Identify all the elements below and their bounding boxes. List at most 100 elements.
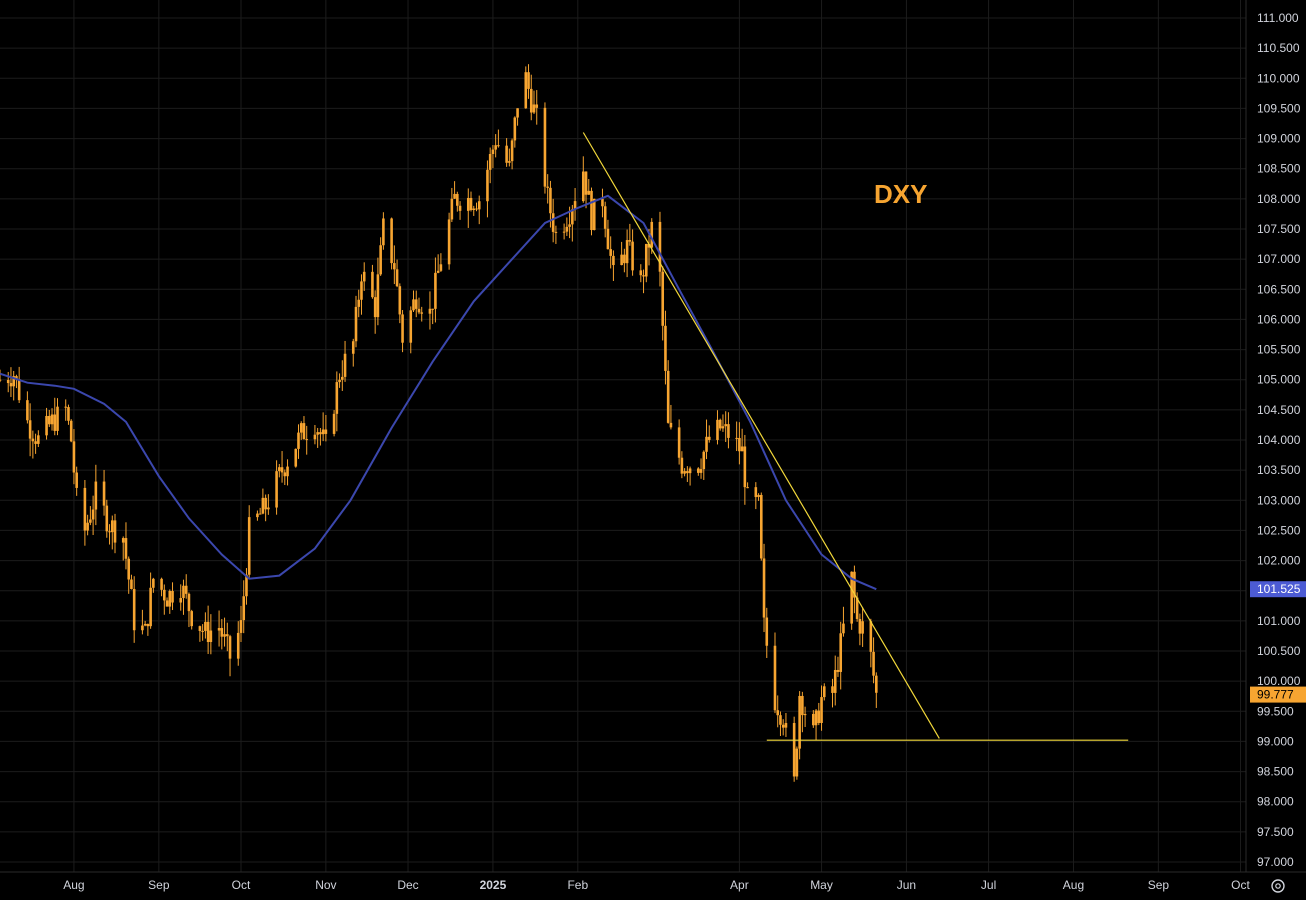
candle — [324, 414, 328, 442]
candle — [420, 306, 424, 322]
candle — [50, 408, 54, 431]
candle — [26, 391, 29, 424]
candle — [351, 338, 355, 367]
candle — [625, 229, 629, 278]
candle — [390, 217, 393, 270]
x-tick-label: 2025 — [480, 878, 507, 892]
y-tick-label: 101.000 — [1257, 614, 1301, 628]
candle — [623, 248, 626, 273]
candle — [817, 702, 821, 726]
symbol-annotation: DXY — [874, 179, 927, 209]
candle — [869, 618, 873, 668]
candle — [850, 571, 853, 630]
candle — [642, 269, 645, 294]
candle — [332, 410, 336, 437]
y-tick-label: 108.000 — [1257, 192, 1301, 206]
price-axis[interactable]: 111.000 110.500 110.000 109.500 109.000 108.5… — [1257, 11, 1301, 869]
candle — [261, 488, 265, 515]
candle — [836, 656, 840, 677]
candle — [532, 90, 536, 115]
candle — [798, 691, 801, 760]
candle — [313, 424, 317, 445]
candle — [371, 264, 374, 299]
candle — [247, 505, 251, 578]
candle — [149, 572, 152, 629]
candle — [37, 430, 40, 447]
candle — [721, 414, 725, 432]
candle — [83, 480, 87, 546]
candle — [740, 428, 744, 452]
svg-text:99.777: 99.777 — [1257, 688, 1294, 702]
candle — [141, 609, 144, 635]
candle — [182, 579, 185, 615]
candle — [875, 672, 878, 708]
y-tick-label: 98.500 — [1257, 765, 1294, 779]
candle — [428, 291, 432, 330]
candle — [781, 719, 785, 736]
candle — [56, 398, 59, 436]
candle — [417, 297, 421, 315]
y-tick-label: 105.000 — [1257, 373, 1301, 387]
candle — [190, 609, 193, 630]
candle — [450, 187, 454, 223]
candle — [45, 407, 48, 440]
candle — [773, 632, 777, 714]
candle — [688, 466, 692, 486]
settings-icon[interactable] — [1271, 879, 1285, 893]
candle — [606, 219, 610, 250]
candle — [743, 434, 747, 505]
candle — [724, 411, 727, 443]
y-tick-label: 100.000 — [1257, 674, 1301, 688]
candle — [6, 371, 10, 393]
candle — [705, 419, 708, 460]
candle — [822, 683, 826, 701]
candle — [163, 584, 166, 615]
candle — [299, 421, 303, 440]
x-tick-label: Aug — [63, 878, 84, 892]
candle — [34, 433, 37, 454]
y-tick-label: 97.000 — [1257, 855, 1294, 869]
time-axis[interactable]: Aug Sep Oct Nov Dec 2025 Feb Apr May Jun Jul Aug Sep… — [63, 878, 1250, 892]
candle — [458, 201, 462, 220]
candle — [297, 424, 300, 459]
candle — [524, 66, 528, 109]
candle — [228, 634, 232, 677]
y-tick-label: 106.000 — [1257, 312, 1301, 326]
candle — [718, 418, 722, 431]
candle — [738, 422, 741, 465]
candle — [466, 188, 470, 228]
candle — [431, 308, 434, 325]
candle — [754, 482, 758, 510]
candle — [239, 605, 243, 643]
candle — [680, 451, 684, 479]
candle — [67, 404, 70, 425]
candle — [456, 191, 459, 212]
candle — [510, 138, 514, 170]
candle — [187, 592, 191, 628]
candle — [765, 607, 769, 658]
candle — [209, 614, 213, 655]
candle — [447, 212, 451, 270]
candle — [294, 448, 298, 468]
candle — [15, 374, 18, 389]
candle — [535, 90, 539, 125]
candle — [488, 147, 492, 184]
candle — [833, 655, 837, 706]
candle — [225, 622, 229, 652]
candle — [814, 709, 818, 741]
candle — [601, 188, 604, 218]
candle — [609, 236, 612, 269]
candle — [398, 283, 402, 324]
candle — [31, 430, 35, 459]
resistance-trendline[interactable] — [582, 132, 940, 739]
candle — [393, 245, 396, 285]
candle — [762, 543, 766, 633]
candle — [335, 371, 339, 432]
candle — [784, 712, 788, 737]
candle — [746, 482, 749, 489]
candle — [661, 266, 665, 341]
x-tick-label: Jun — [897, 878, 916, 892]
candle — [220, 619, 224, 650]
candle — [477, 195, 481, 225]
